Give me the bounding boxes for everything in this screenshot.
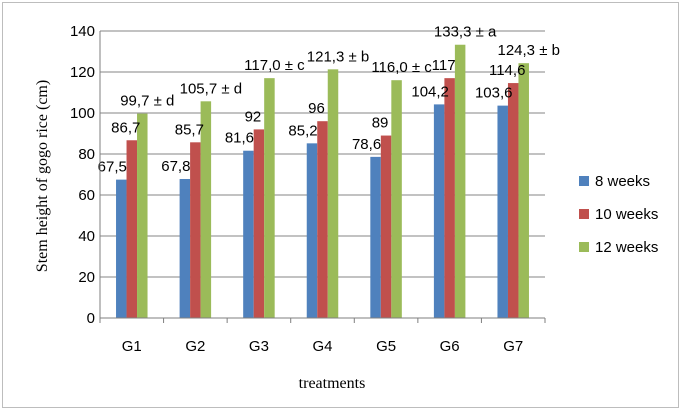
bar: [327, 69, 339, 319]
bar: [444, 78, 455, 319]
y-tick-label: 80: [78, 146, 95, 163]
data-labels: 67,5 86,7 99,7 ± d 67,8 85,7 105,7 ± d 81,6 92 1…: [98, 24, 560, 176]
bar: [518, 63, 529, 319]
x-tick-label: G7: [503, 338, 523, 355]
y-axis-title: Stem height of gogo rice (cm): [34, 80, 51, 272]
y-tick-label: 20: [78, 269, 95, 286]
bar: [137, 113, 148, 319]
bars: [116, 44, 529, 319]
legend-swatch: [579, 176, 589, 186]
data-label: 81,6: [225, 130, 254, 147]
data-label: 117,0 ± c: [244, 57, 305, 74]
bar: [380, 135, 392, 318]
data-label: 85,7: [175, 121, 204, 138]
legend-swatch: [579, 242, 589, 252]
bar: [116, 179, 127, 318]
y-tick-labels: 0 20 40 60 80 100 120 140: [70, 23, 95, 327]
data-label: 86,7: [111, 119, 140, 136]
legend-label: 8 weeks: [595, 173, 650, 190]
data-label: 133,3 ± a: [434, 24, 497, 41]
bar: [497, 105, 508, 319]
legend-label: 10 weeks: [595, 206, 658, 223]
data-label: 105,7 ± d: [180, 80, 242, 97]
data-label: 104,2: [411, 83, 449, 100]
bar: [370, 156, 381, 318]
data-label: 117: [432, 57, 456, 74]
x-tick-label: G3: [249, 338, 269, 355]
y-tick-label: 60: [78, 187, 95, 204]
x-tick-labels: G1 G2 G3 G4 G5 G6 G7: [99, 318, 546, 355]
data-label: 92: [245, 108, 262, 125]
data-label: 114,6: [489, 62, 525, 79]
x-tick-label: G2: [185, 338, 205, 355]
bar: [264, 78, 275, 319]
bar: [454, 44, 466, 319]
data-label: 96: [308, 100, 325, 117]
x-tick-label: G4: [312, 338, 332, 355]
y-tick-label: 0: [87, 310, 95, 327]
data-label: 89: [372, 115, 389, 132]
data-label: 124,3 ± b: [497, 42, 559, 59]
legend-swatch: [579, 209, 589, 219]
data-label: 67,8: [161, 158, 190, 175]
data-label: 121,3 ± b: [307, 48, 369, 65]
y-tick-label: 120: [70, 64, 95, 81]
bar: [200, 101, 212, 318]
x-tick-label: G5: [376, 338, 396, 355]
x-tick-label: G1: [122, 338, 142, 355]
bar: [179, 179, 191, 318]
bar: [507, 83, 519, 318]
bar: [253, 129, 265, 318]
y-tick-label: 40: [78, 228, 95, 245]
bar: [433, 104, 445, 318]
data-label: 99,7 ± d: [120, 93, 174, 110]
x-tick-label: G6: [440, 338, 460, 355]
data-label: 67,5: [98, 159, 127, 176]
y-tick-label: 100: [70, 105, 95, 122]
x-axis-title: treatments: [299, 375, 366, 392]
legend-label: 12 weeks: [595, 239, 658, 256]
bar: [317, 121, 328, 318]
y-tick-label: 140: [70, 23, 95, 40]
bar: [306, 143, 318, 318]
bar: [190, 142, 201, 318]
data-label: 116,0 ± c: [371, 59, 432, 76]
data-label: 85,2: [288, 122, 317, 139]
bar: [126, 140, 138, 318]
bar: [391, 80, 402, 318]
gridlines: [100, 30, 545, 278]
legend: 8 weeks 10 weeks 12 weeks: [579, 173, 658, 256]
chart-frame: [2, 2, 679, 408]
bar: [243, 150, 254, 318]
data-label: 78,6: [352, 136, 381, 153]
data-label: 103,6: [475, 85, 513, 102]
